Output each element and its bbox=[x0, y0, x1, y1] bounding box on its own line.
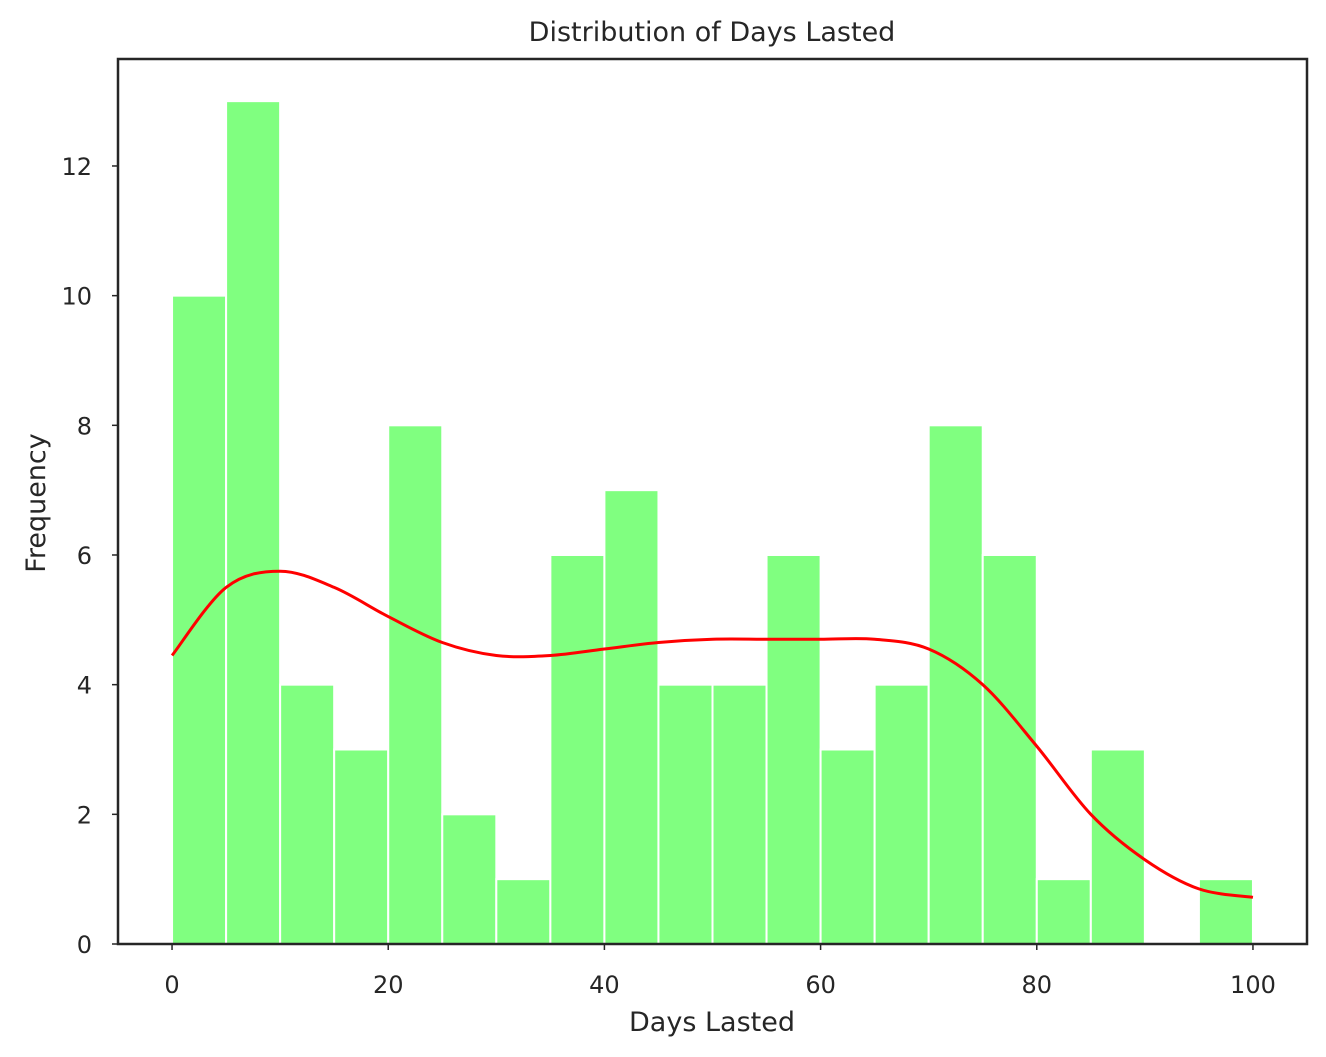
y-tick-label: 0 bbox=[77, 931, 92, 959]
histogram-bar bbox=[981, 553, 1038, 945]
histogram-bar bbox=[549, 553, 606, 945]
histogram-bar bbox=[711, 683, 768, 946]
y-tick-label: 4 bbox=[77, 672, 92, 700]
x-tick-label: 60 bbox=[805, 971, 836, 999]
x-axis-label: Days Lasted bbox=[629, 1007, 795, 1038]
y-tick-label: 10 bbox=[61, 283, 92, 311]
y-tick-label: 12 bbox=[61, 153, 92, 181]
x-tick-label: 100 bbox=[1230, 971, 1276, 999]
histogram-bar bbox=[387, 424, 444, 946]
y-axis-label: Frequency bbox=[21, 433, 52, 573]
chart-title: Distribution of Days Lasted bbox=[529, 17, 896, 48]
y-axis-ticks: 0 2 4 6 8 10 12 bbox=[61, 153, 118, 959]
histogram-bar bbox=[1035, 878, 1092, 946]
histogram-bar bbox=[927, 424, 984, 946]
histogram-bar bbox=[441, 813, 498, 945]
kde-line bbox=[170, 569, 1254, 899]
histogram-bar bbox=[279, 683, 336, 946]
x-tick-label: 20 bbox=[373, 971, 404, 999]
histogram-bar bbox=[1089, 748, 1146, 945]
plot-frame bbox=[116, 57, 1309, 946]
histogram-bar bbox=[603, 489, 660, 945]
x-axis-ticks: 0 20 40 60 80 100 bbox=[164, 944, 1276, 999]
x-tick-label: 80 bbox=[1021, 971, 1052, 999]
bars-group bbox=[171, 100, 1254, 946]
y-tick-label: 2 bbox=[77, 801, 92, 829]
histogram-bar bbox=[873, 683, 930, 946]
histogram-bar bbox=[333, 748, 390, 945]
y-tick-label: 8 bbox=[77, 412, 92, 440]
histogram-bar bbox=[495, 878, 552, 946]
x-tick-label: 0 bbox=[164, 971, 179, 999]
histogram-bar bbox=[657, 683, 714, 946]
histogram-bar bbox=[1197, 878, 1254, 946]
histogram-bar bbox=[225, 100, 282, 945]
x-tick-label: 40 bbox=[589, 971, 620, 999]
y-tick-label: 6 bbox=[77, 542, 92, 570]
histogram-bar bbox=[765, 553, 822, 945]
histogram-bar bbox=[819, 748, 876, 945]
